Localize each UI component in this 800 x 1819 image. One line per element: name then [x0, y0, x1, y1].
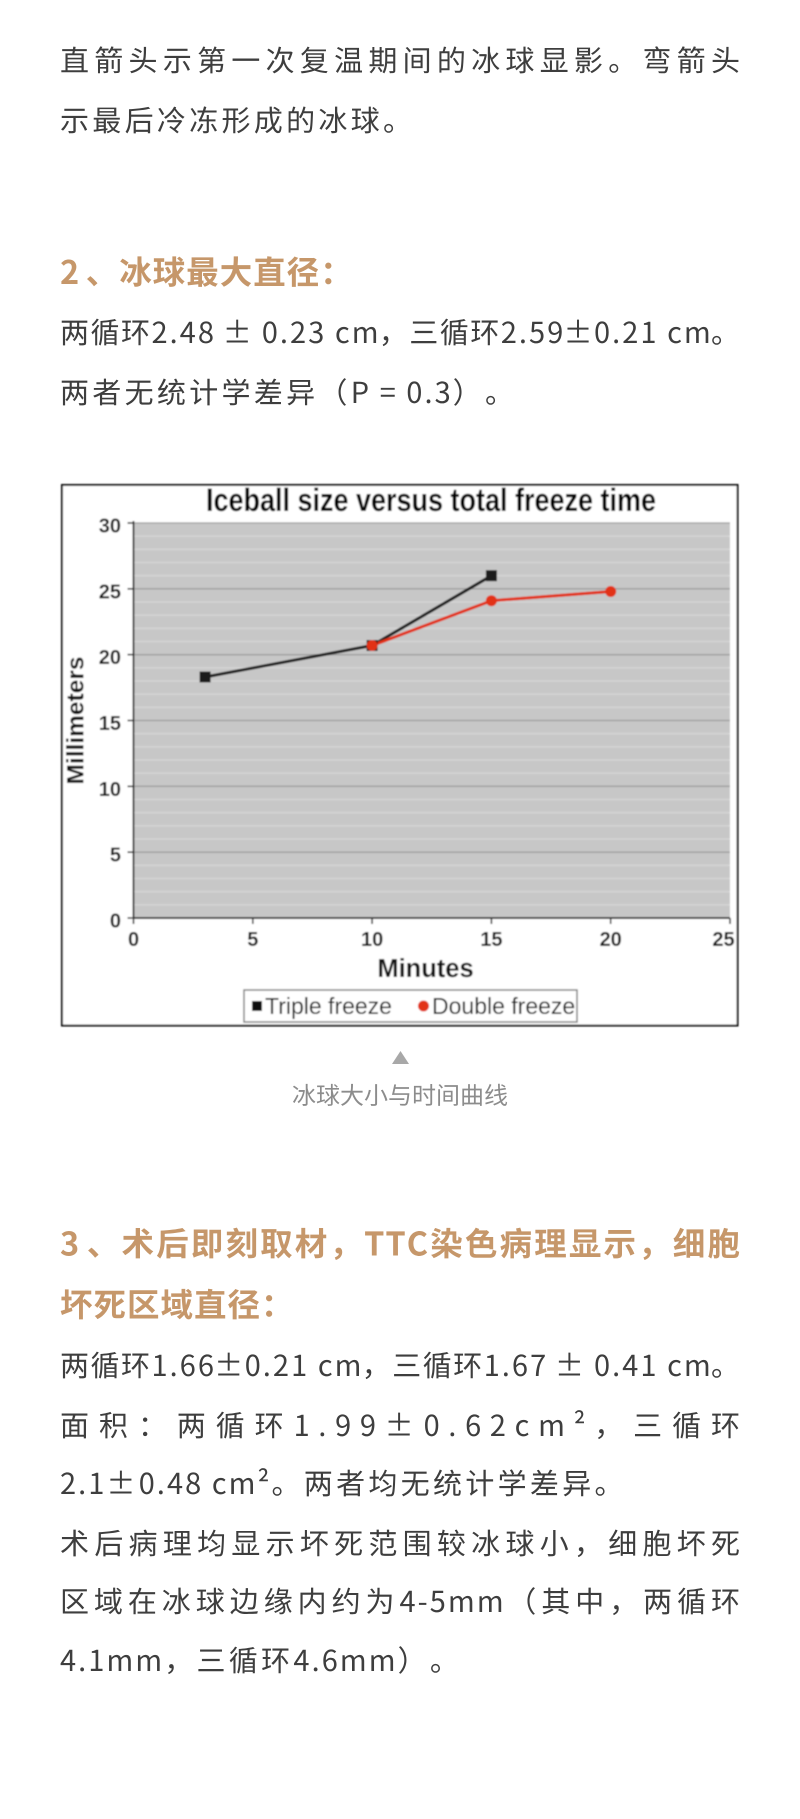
svg-text:15: 15	[99, 713, 121, 735]
svg-text:20: 20	[99, 647, 121, 669]
svg-text:15: 15	[480, 929, 502, 951]
svg-text:Millimeters: Millimeters	[63, 657, 90, 785]
svg-text:0: 0	[128, 929, 139, 951]
svg-text:10: 10	[99, 779, 121, 801]
svg-text:20: 20	[600, 929, 622, 951]
svg-text:Minutes: Minutes	[377, 955, 473, 983]
svg-text:Iceball size versus total free: Iceball size versus total freeze time	[206, 482, 656, 518]
svg-text:10: 10	[361, 929, 383, 951]
svg-text:0: 0	[110, 911, 121, 933]
svg-text:Triple freeze: Triple freeze	[265, 993, 392, 1019]
svg-text:5: 5	[247, 929, 258, 951]
svg-text:25: 25	[99, 581, 121, 603]
svg-text:30: 30	[99, 516, 121, 538]
svg-text:5: 5	[110, 845, 121, 867]
svg-text:25: 25	[712, 929, 734, 951]
svg-text:Double freeze: Double freeze	[432, 993, 575, 1019]
